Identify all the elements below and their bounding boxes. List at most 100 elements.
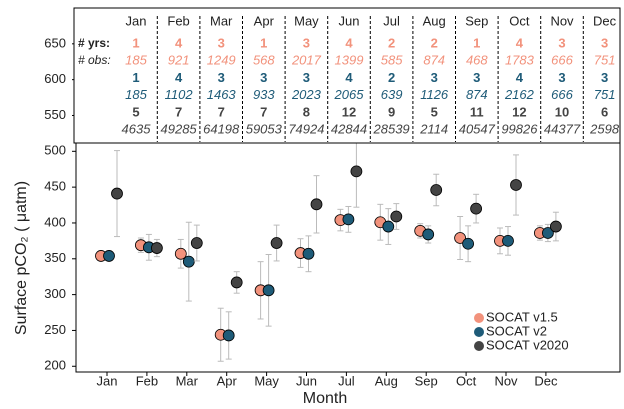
data-point — [454, 232, 467, 244]
x-tick-label: Oct — [456, 373, 477, 388]
obs-cell: 2114 — [419, 121, 448, 136]
years-cell: 4 — [345, 35, 353, 50]
obs-cell: 639 — [381, 87, 403, 102]
years-cell: 7 — [175, 104, 182, 119]
years-cell: 12 — [342, 104, 356, 119]
years-cell: 7 — [218, 104, 225, 119]
data-point — [222, 329, 235, 342]
years-cell: 10 — [555, 104, 569, 119]
obs-cell: 2065 — [334, 87, 365, 102]
obs-cell: 1783 — [505, 52, 535, 67]
years-cell: 3 — [218, 70, 225, 85]
obs-cell: 49285 — [161, 121, 198, 136]
years-cell: 4 — [516, 35, 524, 50]
x-tick-label: Mar — [176, 373, 199, 388]
row-label: # obs: — [78, 53, 111, 67]
x-tick-label: Sep — [415, 373, 438, 388]
data-point — [422, 228, 435, 241]
y-axis-label: Surface pCO₂ ( μatm) — [13, 181, 30, 335]
obs-cell: 64198 — [203, 121, 240, 136]
obs-cell: 2162 — [504, 87, 535, 102]
x-tick-label: Nov — [494, 373, 518, 388]
data-point — [230, 276, 243, 289]
table-header: Aug — [423, 13, 446, 28]
y-tick-label: 350 — [44, 250, 66, 265]
table-header: Oct — [509, 13, 530, 28]
x-tick-label: Dec — [534, 373, 558, 388]
obs-cell: 666 — [551, 52, 573, 67]
obs-cell: 2023 — [291, 87, 322, 102]
obs-cell: 1126 — [420, 87, 449, 102]
obs-cell: 99826 — [501, 121, 538, 136]
y-tick-label: 450 — [44, 179, 66, 194]
years-cell: 7 — [260, 104, 267, 119]
obs-cell: 751 — [594, 87, 616, 102]
legend-label: SOCAT v2 — [486, 323, 547, 338]
years-cell: 1 — [132, 35, 139, 50]
data-point — [550, 220, 562, 233]
obs-cell: 2017 — [291, 52, 322, 67]
x-tick-label: May — [254, 373, 279, 388]
data-point — [350, 165, 363, 178]
years-cell: 3 — [303, 35, 310, 50]
y-tick-label: 600 — [44, 71, 66, 86]
years-cell: 5 — [431, 104, 438, 119]
data-point — [430, 184, 443, 196]
data-point — [510, 179, 522, 191]
obs-cell: 4635 — [122, 121, 152, 136]
obs-cell: 1249 — [207, 52, 236, 67]
years-cell: 9 — [388, 104, 395, 119]
years-cell: 5 — [132, 104, 139, 119]
years-cell: 1 — [132, 70, 139, 85]
years-cell: 8 — [303, 104, 310, 119]
row-label: # yrs: — [78, 36, 110, 50]
obs-cell: 185 — [125, 52, 147, 67]
x-tick-label: Aug — [375, 373, 398, 388]
obs-cell: 468 — [466, 52, 488, 67]
data-point — [502, 234, 514, 247]
years-cell: 3 — [558, 35, 565, 50]
years-cell: 4 — [175, 35, 183, 50]
y-tick-label: 200 — [44, 358, 66, 373]
obs-cell: 40547 — [459, 121, 496, 136]
years-cell: 3 — [558, 70, 565, 85]
x-tick-label: Apr — [217, 373, 238, 388]
data-point — [190, 237, 203, 249]
data-point — [174, 247, 187, 260]
years-cell: 3 — [218, 35, 225, 50]
years-cell: 3 — [303, 70, 310, 85]
data-point — [390, 210, 403, 223]
table-header: Mar — [210, 13, 233, 28]
table-header: Sep — [465, 13, 488, 28]
legend-marker — [474, 327, 484, 337]
data-point — [262, 284, 275, 297]
data-point — [342, 213, 355, 226]
data-point — [542, 227, 554, 239]
data-point — [302, 247, 315, 260]
obs-cell: 59053 — [246, 121, 283, 136]
x-tick-label: Feb — [136, 373, 158, 388]
years-cell: 4 — [345, 70, 353, 85]
years-cell: 3 — [601, 70, 608, 85]
years-cell: 2 — [431, 35, 438, 50]
inset-table — [73, 7, 621, 144]
obs-cell: 44377 — [544, 121, 581, 136]
obs-cell: 185 — [125, 87, 147, 102]
years-cell: 6 — [601, 104, 608, 119]
legend-marker — [474, 313, 484, 323]
y-tick-label: 250 — [44, 322, 66, 337]
years-cell: 3 — [473, 70, 480, 85]
obs-cell: 666 — [551, 87, 573, 102]
x-axis-label: Month — [303, 390, 347, 407]
y-tick-label: 300 — [44, 286, 66, 301]
table-header: May — [294, 13, 319, 28]
obs-cell: 1463 — [207, 87, 237, 102]
data-point — [382, 220, 395, 233]
table-header: Jul — [383, 13, 400, 28]
obs-cell: 921 — [168, 52, 190, 67]
x-tick-label: Jul — [338, 373, 355, 388]
data-point — [270, 237, 283, 249]
obs-cell: 751 — [594, 52, 616, 67]
years-cell: 4 — [516, 70, 524, 85]
